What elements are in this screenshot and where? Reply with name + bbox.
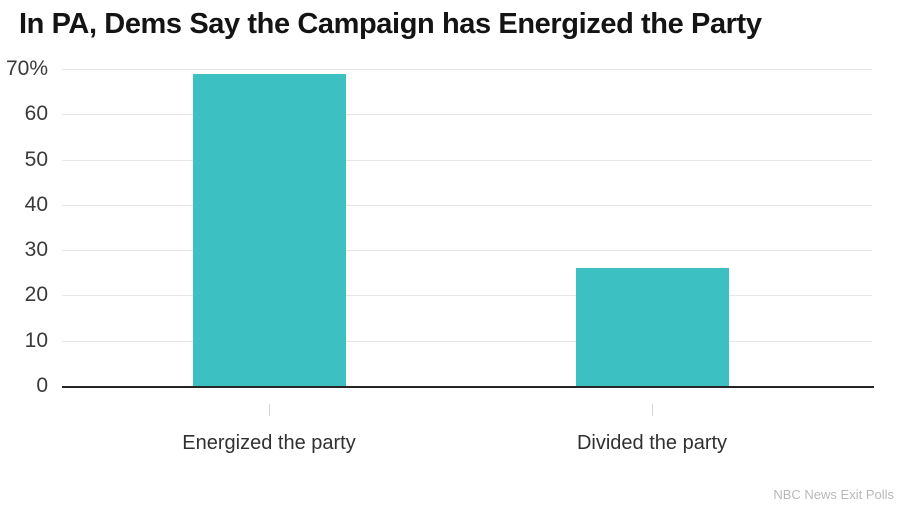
y-axis-tick-label: 50	[24, 147, 48, 171]
gridline	[62, 204, 872, 206]
x-axis-baseline	[62, 386, 874, 388]
y-axis-tick-label: 70%	[5, 57, 48, 80]
gridline	[62, 340, 872, 342]
chart-title: In PA, Dems Say the Campaign has Energiz…	[19, 8, 762, 40]
gridline	[62, 250, 872, 252]
y-axis-tick-label: 30	[24, 238, 48, 262]
category-tick	[652, 404, 653, 416]
y-axis-tick-label: 40	[24, 192, 48, 216]
gridline	[62, 159, 872, 161]
y-axis-tick-label: 10	[24, 328, 48, 352]
y-axis-tick-label: 60	[24, 102, 48, 126]
source-credit: NBC News Exit Polls	[773, 487, 894, 502]
category-label: Divided the party	[576, 432, 728, 454]
gridline	[62, 114, 872, 116]
category-label: Energized the party	[182, 432, 356, 454]
bar	[192, 73, 346, 386]
category-tick	[269, 404, 270, 416]
gridline	[62, 69, 872, 70]
plot-area: 0 10 20 30 40 50 60 70% Energized the party Divid…	[6, 57, 874, 454]
bar	[575, 268, 729, 386]
y-axis-tick-label: 20	[24, 283, 48, 307]
gridline	[62, 295, 872, 297]
y-axis-tick-label: 0	[36, 374, 48, 397]
